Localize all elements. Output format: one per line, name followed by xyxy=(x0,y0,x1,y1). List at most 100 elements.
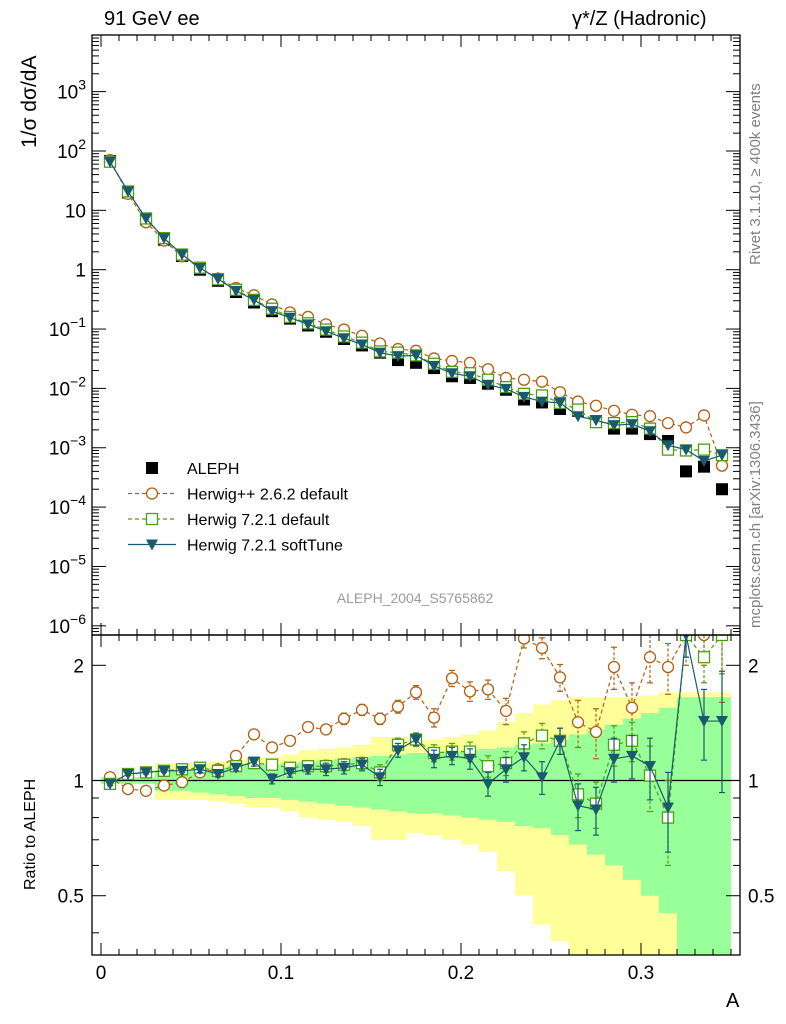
x-tick-label: 0.3 xyxy=(628,963,654,984)
ratio-band-stat xyxy=(515,744,533,827)
point-h72s xyxy=(518,391,530,403)
main-series-layer xyxy=(103,154,729,496)
ratio-band-stat xyxy=(551,739,569,836)
point-h72s xyxy=(644,426,656,438)
ratio-point-hpp xyxy=(301,720,315,734)
point-h72s xyxy=(176,249,188,261)
ratio-point-h72 xyxy=(265,758,279,771)
header-right: γ*/Z (Hadronic) xyxy=(572,8,706,31)
ratio-point-hpp xyxy=(607,660,621,674)
ratio-point-hpp xyxy=(553,671,567,684)
ratio-point-h72 xyxy=(481,760,495,773)
ratio-band-stat xyxy=(407,753,425,814)
y-tick-label-ratio-left: 1 xyxy=(73,772,84,793)
point-h72s xyxy=(428,360,440,372)
y-tick-label-main: 102 xyxy=(57,136,86,163)
ratio-point-hpp xyxy=(175,776,189,789)
ratio-point-hpp xyxy=(265,741,279,754)
y-tick-label-main: 10 xyxy=(65,201,86,222)
ratio-point-hpp xyxy=(139,784,153,797)
point-aleph xyxy=(680,465,692,478)
point-h72s xyxy=(248,294,260,306)
ratio-point-h72s xyxy=(482,778,494,790)
point-h72s xyxy=(572,411,584,423)
point-h72s xyxy=(536,396,548,408)
point-hpp xyxy=(697,409,711,422)
ratio-point-h72s xyxy=(104,778,116,790)
point-hpp xyxy=(463,356,477,369)
point-hpp xyxy=(661,416,675,430)
point-hpp xyxy=(445,354,459,368)
ratio-point-h72s xyxy=(716,716,728,728)
header-right-symbol: γ*/Z xyxy=(572,8,608,30)
point-h72s xyxy=(212,273,224,285)
ratio-point-h72s xyxy=(500,764,512,776)
point-h72s xyxy=(320,326,332,338)
ratio-point-hpp xyxy=(283,734,297,747)
ratio-band-stat xyxy=(443,751,461,816)
point-h72s xyxy=(230,285,242,297)
point-h72s xyxy=(662,440,674,452)
y-tick-label-ratio-left: 0.5 xyxy=(58,887,84,908)
point-h72 xyxy=(697,443,711,456)
ratio-point-hpp xyxy=(589,725,603,739)
ratio-point-h72 xyxy=(715,635,729,642)
ratio-point-h72s xyxy=(320,764,332,776)
ratio-point-hpp xyxy=(121,782,135,796)
ratio-point-h72s xyxy=(698,716,710,728)
y-tick-label-main: 10−6 xyxy=(49,611,86,638)
ratio-point-h72s xyxy=(608,753,620,765)
ratio-point-hpp xyxy=(247,728,261,741)
legend-marker-h72s xyxy=(146,539,158,551)
ratio-band-stat xyxy=(425,753,443,814)
ratio-point-hpp xyxy=(355,703,369,716)
x-tick-label: 0.1 xyxy=(268,963,294,984)
ratio-band-stat xyxy=(353,757,371,808)
legend-marker-aleph xyxy=(146,462,158,474)
ratio-point-hpp xyxy=(535,641,549,655)
ratio-band-stat xyxy=(227,766,245,797)
ratio-point-h72s xyxy=(536,772,548,784)
y-tick-label-main: 10−1 xyxy=(49,314,86,341)
x-axis-label: A xyxy=(726,990,740,1012)
y-axis-label-ratio: Ratio to ALEPH xyxy=(22,778,39,890)
ratio-point-h72s xyxy=(230,762,242,774)
point-h72s xyxy=(680,444,692,456)
y-tick-label-main: 1 xyxy=(75,261,86,282)
ratio-point-h72s xyxy=(392,745,404,757)
ratio-point-h72s xyxy=(122,768,134,780)
ratio-point-hpp xyxy=(499,704,513,718)
y-tick-label-main: 103 xyxy=(57,77,86,104)
point-hpp xyxy=(517,373,531,386)
ratio-point-hpp xyxy=(319,723,333,736)
legend-label-h72s: Herwig 7.2.1 softTune xyxy=(187,538,343,555)
point-h72s xyxy=(122,186,134,198)
ratio-point-hpp xyxy=(463,685,477,698)
x-tick-label: 0 xyxy=(96,963,107,984)
ratio-point-hpp xyxy=(157,779,171,792)
ratio-point-h72s xyxy=(374,772,386,784)
point-h72s xyxy=(302,319,314,331)
ratio-point-hpp xyxy=(445,672,459,685)
axes-layer: 0 0.1 0.2 0.3 10−6 10−5 10−4 10−3 10−2 10−1 1 10 102… xyxy=(49,34,774,984)
ratio-point-h72 xyxy=(535,729,549,742)
ratio-point-hpp xyxy=(571,716,585,729)
ratio-point-hpp xyxy=(625,701,639,714)
y-tick-label-main: 10−3 xyxy=(49,433,86,460)
ratio-point-h72s xyxy=(338,762,350,774)
ratio-band-stat xyxy=(641,713,659,896)
ratio-point-h72s xyxy=(644,761,656,773)
ratio-point-hpp xyxy=(337,712,351,725)
ratio-point-hpp xyxy=(481,683,495,696)
point-hpp xyxy=(535,375,549,388)
ratio-point-h72s xyxy=(410,734,422,746)
ratio-point-hpp xyxy=(409,686,423,699)
point-h72s xyxy=(194,262,206,274)
ratio-point-h72s xyxy=(140,767,152,779)
ratio-uncertainty-bands xyxy=(92,692,740,955)
ratio-point-h72s xyxy=(518,752,530,764)
point-hpp xyxy=(589,399,603,412)
y-tick-label-main: 10−5 xyxy=(49,551,86,578)
point-h72s xyxy=(698,455,710,467)
y-tick-label-main: 10−4 xyxy=(49,492,86,519)
